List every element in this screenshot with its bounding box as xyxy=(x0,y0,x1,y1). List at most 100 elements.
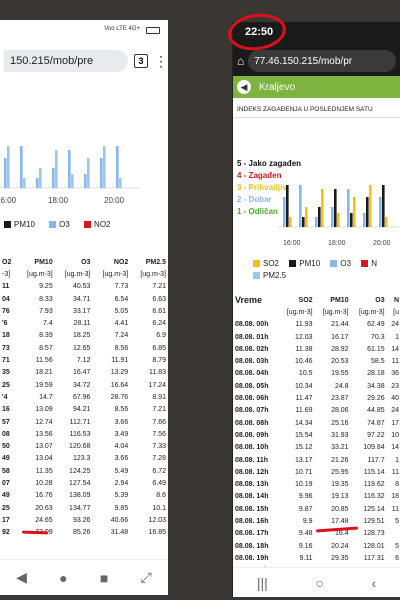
table-cell: 25 xyxy=(2,504,10,512)
pollution-levels: 5 - Jako zagađen 4 - Zagađen 3 - Prihvat… xyxy=(237,156,301,219)
table-row: 08.08. 14h 9.96 19.13 116.32 18 xyxy=(233,491,400,503)
table-row: 08.08. 10h 15.12 33.21 109.84 14 xyxy=(233,442,400,454)
table-cell: 18 xyxy=(2,332,10,340)
legend-item[interactable]: O3 xyxy=(49,220,70,229)
tick: 16:00 xyxy=(283,240,301,247)
android-nav-bar: ||| ○ ‹ xyxy=(233,567,400,597)
table-cell: 6.49 xyxy=(152,479,166,487)
table-cell: 13.04 xyxy=(35,455,53,463)
home-icon[interactable]: ⌂ xyxy=(237,54,245,68)
column-unit: [ug.m-3] xyxy=(64,270,91,278)
column-unit: -3] xyxy=(2,270,11,278)
column-header: O3 xyxy=(375,296,385,304)
column-header: NO2 xyxy=(113,258,129,266)
chart-bar xyxy=(299,185,302,227)
column-header: O2 xyxy=(2,258,12,266)
table-cell: 119.62 xyxy=(363,481,385,489)
address-bar[interactable]: 150.215/mob/pre xyxy=(4,50,128,72)
table-cell: 08.08. 16h xyxy=(235,517,269,525)
legend-item[interactable]: NO2 xyxy=(84,220,111,229)
tab-count-button[interactable]: 3 xyxy=(134,54,148,68)
table-cell: 21.44 xyxy=(331,321,349,329)
table-cell: 04 xyxy=(2,295,10,303)
table-cell: 13.09 xyxy=(35,406,53,414)
legend-item[interactable]: PM10 xyxy=(4,220,35,229)
table-cell: 13.29 xyxy=(110,369,129,377)
chart-bar xyxy=(321,189,324,227)
legend-item[interactable]: PM10 xyxy=(289,259,320,268)
table-row: 25 19.59 34.72 16.64 17.24 xyxy=(0,379,168,391)
table-cell: 16.64 xyxy=(110,381,129,389)
table-cell: 4.04 xyxy=(114,443,129,451)
column-unit xyxy=(233,306,279,318)
table-cell: 23 xyxy=(391,382,399,390)
table-cell: 11.35 xyxy=(35,467,53,475)
table-cell: 17.48 xyxy=(331,517,349,525)
table-cell: 6.9 xyxy=(156,332,166,340)
table-cell: 12.65 xyxy=(72,344,91,352)
legend-swatch xyxy=(253,260,260,268)
table-cell: 12.03 xyxy=(295,333,313,341)
recents-nav-icon[interactable]: ■ xyxy=(99,569,109,586)
legend-item[interactable]: PM2.5 xyxy=(253,271,286,280)
table-cell: 6.63 xyxy=(152,295,166,303)
legend-item[interactable]: N xyxy=(361,259,377,268)
table-cell: 28.92 xyxy=(331,345,349,353)
menu-icon[interactable]: ⋮ xyxy=(154,52,168,69)
table-cell: 117.7 xyxy=(367,456,385,464)
table-cell: 57 xyxy=(2,418,10,426)
table-cell: 08.08. 08h xyxy=(235,419,269,427)
table-cell: 7.21 xyxy=(152,406,166,414)
table-cell: 25 xyxy=(2,381,10,389)
table-cell: 7.24 xyxy=(114,332,129,340)
home-nav-icon[interactable]: ○ xyxy=(315,574,324,591)
legend-item[interactable]: O3 xyxy=(330,259,351,268)
table-cell: 16.4 xyxy=(334,530,349,538)
column-header: O3 xyxy=(81,258,91,266)
back-nav-icon[interactable]: ◀ xyxy=(16,569,27,585)
url-text: 150.215/mob/pre xyxy=(10,55,94,67)
table-cell: 44.85 xyxy=(367,407,385,415)
table-cell: 9.9 xyxy=(302,517,313,525)
table-cell: 15.12 xyxy=(295,444,313,452)
table-cell: 5.39 xyxy=(114,492,129,500)
column-header: PM10 xyxy=(330,296,349,304)
table-cell: 25.16 xyxy=(331,419,349,427)
table-cell: 7.28 xyxy=(152,455,166,463)
back-nav-icon[interactable]: ‹ xyxy=(371,574,377,591)
table-cell: 15.54 xyxy=(295,431,313,439)
table-row: 17 24.65 93.26 40.66 12.03 xyxy=(0,514,168,526)
chart-bar xyxy=(39,168,42,188)
table-row: 08.08. 11h 13.17 21.26 117.7 1 xyxy=(233,454,400,466)
chart xyxy=(0,146,140,189)
table-cell: 8.57 xyxy=(39,344,53,352)
status-bar: 22:50 xyxy=(233,22,400,46)
station-name: Kraljevo xyxy=(259,81,296,93)
table-cell: 116.32 xyxy=(363,493,385,501)
network-indicator: Voo LTE 4G+ xyxy=(104,26,140,32)
table-cell: 08.08. 12h xyxy=(235,468,269,476)
chart-bar xyxy=(103,146,106,188)
table-cell: 08.08. 10h xyxy=(235,444,269,452)
table-cell: 14 xyxy=(391,345,399,353)
table-cell: 97.22 xyxy=(367,431,385,439)
table-cell: 24 xyxy=(391,407,399,415)
table-cell: 6 xyxy=(395,554,399,562)
table-cell: 24.65 xyxy=(35,516,53,524)
table-cell: 28.06 xyxy=(331,407,349,415)
recents-nav-icon[interactable]: ||| xyxy=(256,574,268,591)
rotate-icon[interactable]: ⤢ xyxy=(140,569,152,585)
address-bar[interactable]: 77.46.150.215/mob/pr xyxy=(248,50,396,72)
table-cell: 5.49 xyxy=(114,467,129,475)
chart-bar xyxy=(366,197,369,227)
table-row: 25 20.63 134.77 9.85 10.1 xyxy=(0,502,168,514)
table-cell: 8.33 xyxy=(39,295,53,303)
table-cell: 19.35 xyxy=(331,481,349,489)
table-cell: 112.71 xyxy=(69,418,91,426)
tick: 18:00 xyxy=(328,240,346,247)
legend-item[interactable]: SO2 xyxy=(253,259,279,268)
back-button[interactable]: ◀ xyxy=(237,80,251,94)
home-nav-icon[interactable]: ● xyxy=(59,569,68,586)
table-row: 08.08. 07h 11.69 28.06 44.85 24 xyxy=(233,405,400,417)
table-cell: 28.18 xyxy=(367,370,385,378)
